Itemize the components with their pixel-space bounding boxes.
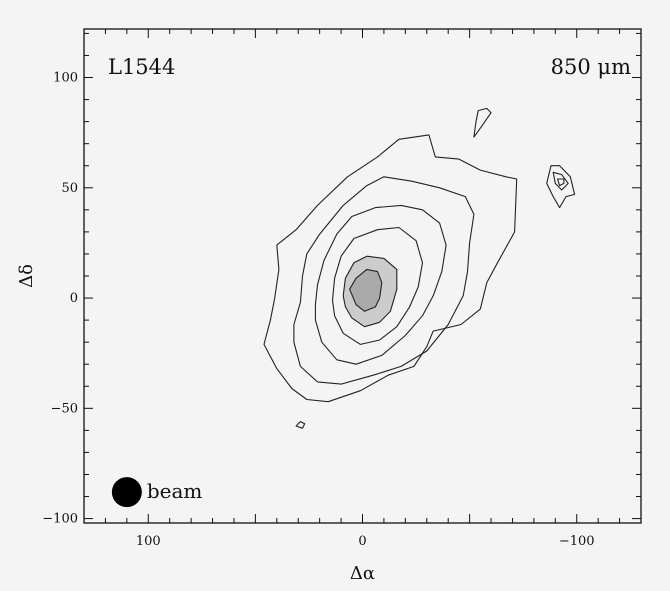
axis-ticks (84, 29, 641, 523)
contour-line-2 (293, 176, 475, 385)
contour-line-3 (314, 204, 447, 365)
beam-label: beam (147, 479, 203, 503)
x-tick-label: 100 (136, 534, 161, 549)
y-tick-label: 50 (61, 181, 78, 196)
contour-line-8 (546, 165, 576, 209)
tick-labels: 100 0 −100 100 50 0 −50 −100 (42, 71, 594, 549)
x-tick-label: 0 (358, 534, 366, 549)
source-label: L1544 (108, 55, 175, 79)
plot-marks (263, 107, 576, 429)
y-tick-label: −50 (51, 401, 78, 416)
contour-line-10 (556, 178, 565, 187)
contour-line-7 (473, 107, 492, 138)
contour-line-11 (295, 421, 306, 429)
x-tick-label: −100 (559, 534, 595, 549)
wavelength-label: 850 μm (551, 55, 631, 79)
contour-line-4 (331, 226, 424, 345)
y-tick-label: 0 (70, 291, 78, 306)
y-axis-label: Δδ (16, 264, 37, 288)
beam-marker (111, 477, 142, 508)
y-tick-label: −100 (42, 512, 78, 527)
y-tick-label: 100 (53, 71, 78, 86)
contour-line-9 (552, 171, 569, 191)
contour-line-6 (349, 268, 383, 312)
contour-line-1 (263, 134, 518, 403)
x-axis-label: Δα (350, 563, 375, 584)
